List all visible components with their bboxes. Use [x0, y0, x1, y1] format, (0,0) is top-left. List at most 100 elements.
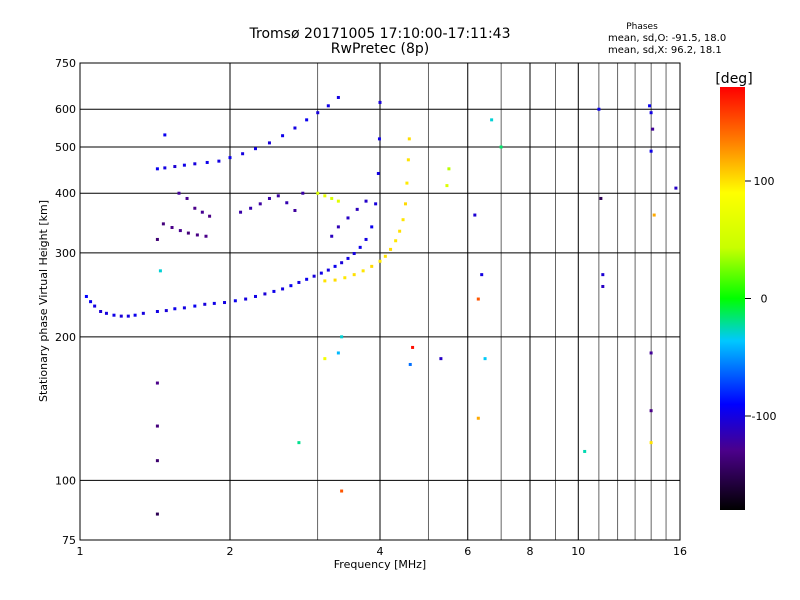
data-point [93, 304, 97, 308]
data-point [119, 314, 123, 318]
data-point [293, 208, 297, 212]
data-point [185, 196, 189, 200]
data-point [155, 237, 159, 241]
data-point [336, 225, 340, 229]
data-point [316, 111, 320, 115]
data-point [112, 313, 116, 317]
data-point [155, 309, 159, 313]
x-tick-label: 1 [77, 545, 84, 558]
data-point [323, 357, 327, 361]
data-point [649, 351, 653, 355]
data-point [133, 313, 137, 317]
data-point [403, 202, 407, 206]
data-point [253, 294, 257, 298]
data-point [182, 163, 186, 167]
data-point [649, 409, 653, 413]
data-point [336, 199, 340, 203]
data-point [364, 199, 368, 203]
colorbar-tick-label: 0 [761, 293, 768, 306]
data-point [200, 210, 204, 214]
data-point [370, 225, 374, 229]
data-point [164, 309, 168, 313]
x-tick-label: 8 [527, 545, 534, 558]
data-point [407, 137, 411, 141]
data-point [297, 441, 301, 445]
data-point [405, 181, 409, 185]
colorbar-tick-label: -100 [752, 410, 777, 423]
data-point [228, 156, 232, 160]
data-point [104, 311, 108, 315]
y-tick-label: 75 [62, 534, 76, 547]
data-point [204, 234, 208, 238]
data-point [376, 171, 380, 175]
data-point [490, 118, 494, 122]
data-point [447, 167, 451, 171]
data-point [239, 210, 243, 214]
y-axis-ticks: 75 100 200 300 400 500 600 750 [55, 57, 76, 547]
data-point [203, 302, 207, 306]
data-point [378, 100, 382, 104]
data-point [336, 95, 340, 99]
data-point [285, 201, 289, 205]
data-point [99, 309, 103, 313]
data-point [301, 191, 305, 195]
chart-subtitle: RwPretec (8p) [330, 41, 430, 57]
data-point [258, 202, 262, 206]
data-point [476, 416, 480, 420]
colorbar-label: [deg] [715, 71, 752, 87]
data-point [355, 207, 359, 211]
y-tick-label: 400 [55, 187, 76, 200]
data-point [155, 381, 159, 385]
data-point [326, 104, 330, 108]
data-point [326, 268, 330, 272]
data-point [330, 196, 334, 200]
data-point [312, 274, 316, 278]
data-point [378, 259, 382, 263]
data-point [155, 459, 159, 463]
data-point [319, 271, 323, 275]
data-point [173, 165, 177, 169]
data-point [126, 314, 130, 318]
colorbar-ticks: 100 0 -100 [745, 175, 776, 423]
data-point [205, 160, 209, 164]
data-point [333, 264, 337, 268]
data-point [297, 280, 301, 284]
grid-lines [80, 63, 680, 540]
data-point [499, 145, 503, 149]
data-point [358, 245, 362, 249]
data-point [177, 191, 181, 195]
data-point [186, 231, 190, 235]
y-axis-label: Stationary phase Virtual Height [km] [37, 200, 50, 402]
data-point [163, 166, 167, 170]
data-point [601, 273, 605, 277]
data-point [155, 167, 159, 171]
data-point [652, 213, 656, 217]
data-point [182, 306, 186, 310]
x-tick-label: 10 [571, 545, 585, 558]
data-point [601, 284, 605, 288]
data-point [316, 191, 320, 195]
data-point [389, 247, 393, 251]
chart-title: Tromsø 20171005 17:10:00-17:11:43 [249, 26, 511, 42]
data-point [244, 297, 248, 301]
phase-heading: Phases [626, 22, 658, 32]
data-point [276, 194, 280, 198]
y-tick-label: 500 [55, 141, 76, 154]
data-point [340, 261, 344, 265]
data-point [212, 301, 216, 305]
data-point [281, 134, 285, 138]
data-point [305, 277, 309, 281]
data-point [364, 237, 368, 241]
y-tick-label: 750 [55, 57, 76, 70]
phase-x-stats: mean, sd,X: 96.2, 18.1 [608, 45, 722, 56]
data-point [340, 335, 344, 339]
data-point [253, 147, 257, 151]
data-point [473, 213, 477, 217]
data-point [193, 206, 197, 210]
data-point [217, 159, 221, 163]
data-point [208, 214, 212, 218]
data-point [233, 299, 237, 303]
data-point [599, 196, 603, 200]
data-point [398, 229, 402, 233]
